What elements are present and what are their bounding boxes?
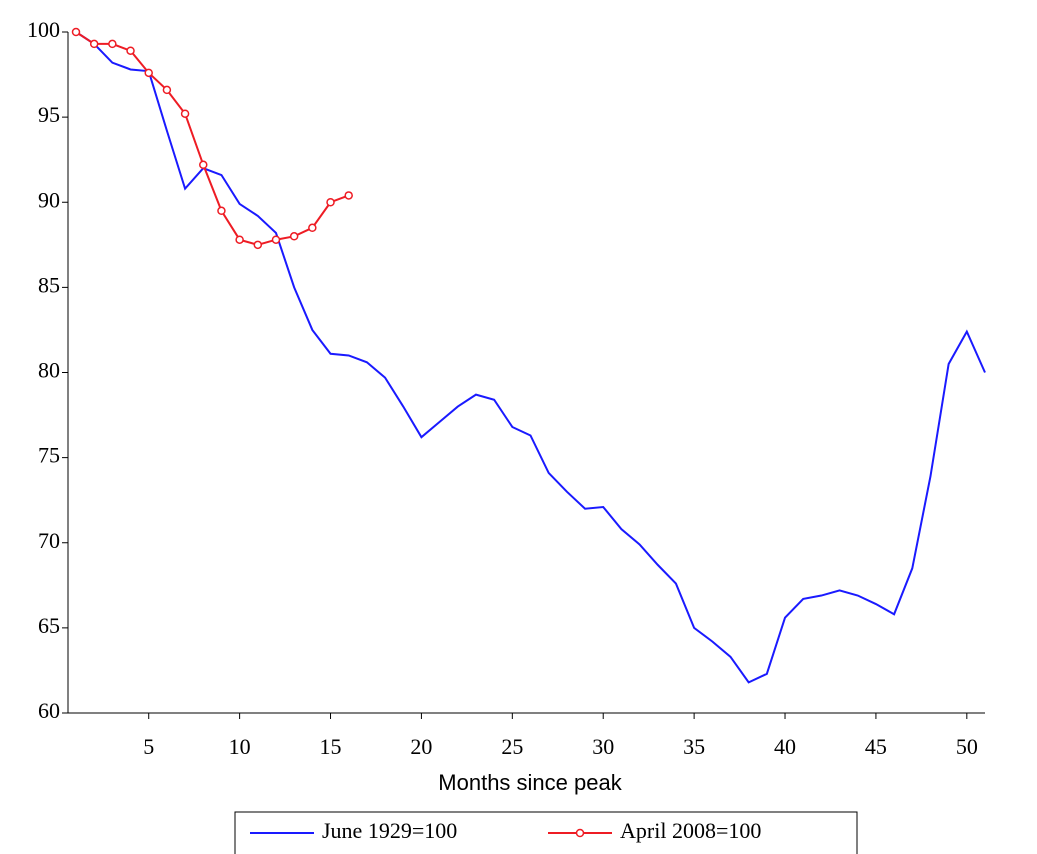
point [308, 223, 317, 233]
point [126, 46, 135, 55]
point [289, 232, 299, 241]
line-series [75, 31, 350, 246]
x-tick-label: 10 [229, 734, 251, 759]
point [108, 39, 117, 49]
point [326, 198, 335, 207]
y-tick-label: 75 [38, 443, 60, 468]
point [217, 206, 226, 216]
point [253, 240, 263, 250]
y-tick-label: 90 [38, 187, 60, 212]
x-tick-label: 50 [956, 734, 978, 759]
y-tick-label: 80 [38, 358, 60, 383]
x-tick-label: 5 [143, 734, 154, 759]
y-tick-label: 70 [38, 528, 60, 553]
legend-box [234, 811, 858, 854]
point [71, 27, 81, 37]
x-tick-label: 15 [320, 734, 342, 759]
point [271, 235, 281, 244]
point [344, 191, 353, 200]
x-tick-label: 25 [501, 734, 523, 759]
x-tick-label: 35 [683, 734, 705, 759]
point [162, 85, 172, 95]
x-tick-label: 20 [410, 734, 432, 759]
y-tick-label: 60 [38, 698, 60, 723]
y-tick-label: 85 [38, 272, 60, 297]
point [235, 235, 244, 244]
point [199, 160, 208, 170]
legend-label: June 1929=100 [322, 818, 457, 843]
x-axis-label: Months since peak [438, 770, 622, 795]
legend-label: April 2008=100 [620, 818, 761, 843]
point [89, 39, 99, 49]
point [144, 68, 153, 78]
x-tick-label: 40 [774, 734, 796, 759]
y-tick-label: 95 [38, 102, 60, 127]
legend-marker [575, 828, 585, 838]
y-tick-label: 100 [27, 17, 60, 42]
x-tick-label: 30 [592, 734, 614, 759]
point [180, 109, 190, 118]
line-series [75, 31, 986, 684]
y-tick-label: 65 [38, 613, 60, 638]
x-tick-label: 45 [865, 734, 887, 759]
